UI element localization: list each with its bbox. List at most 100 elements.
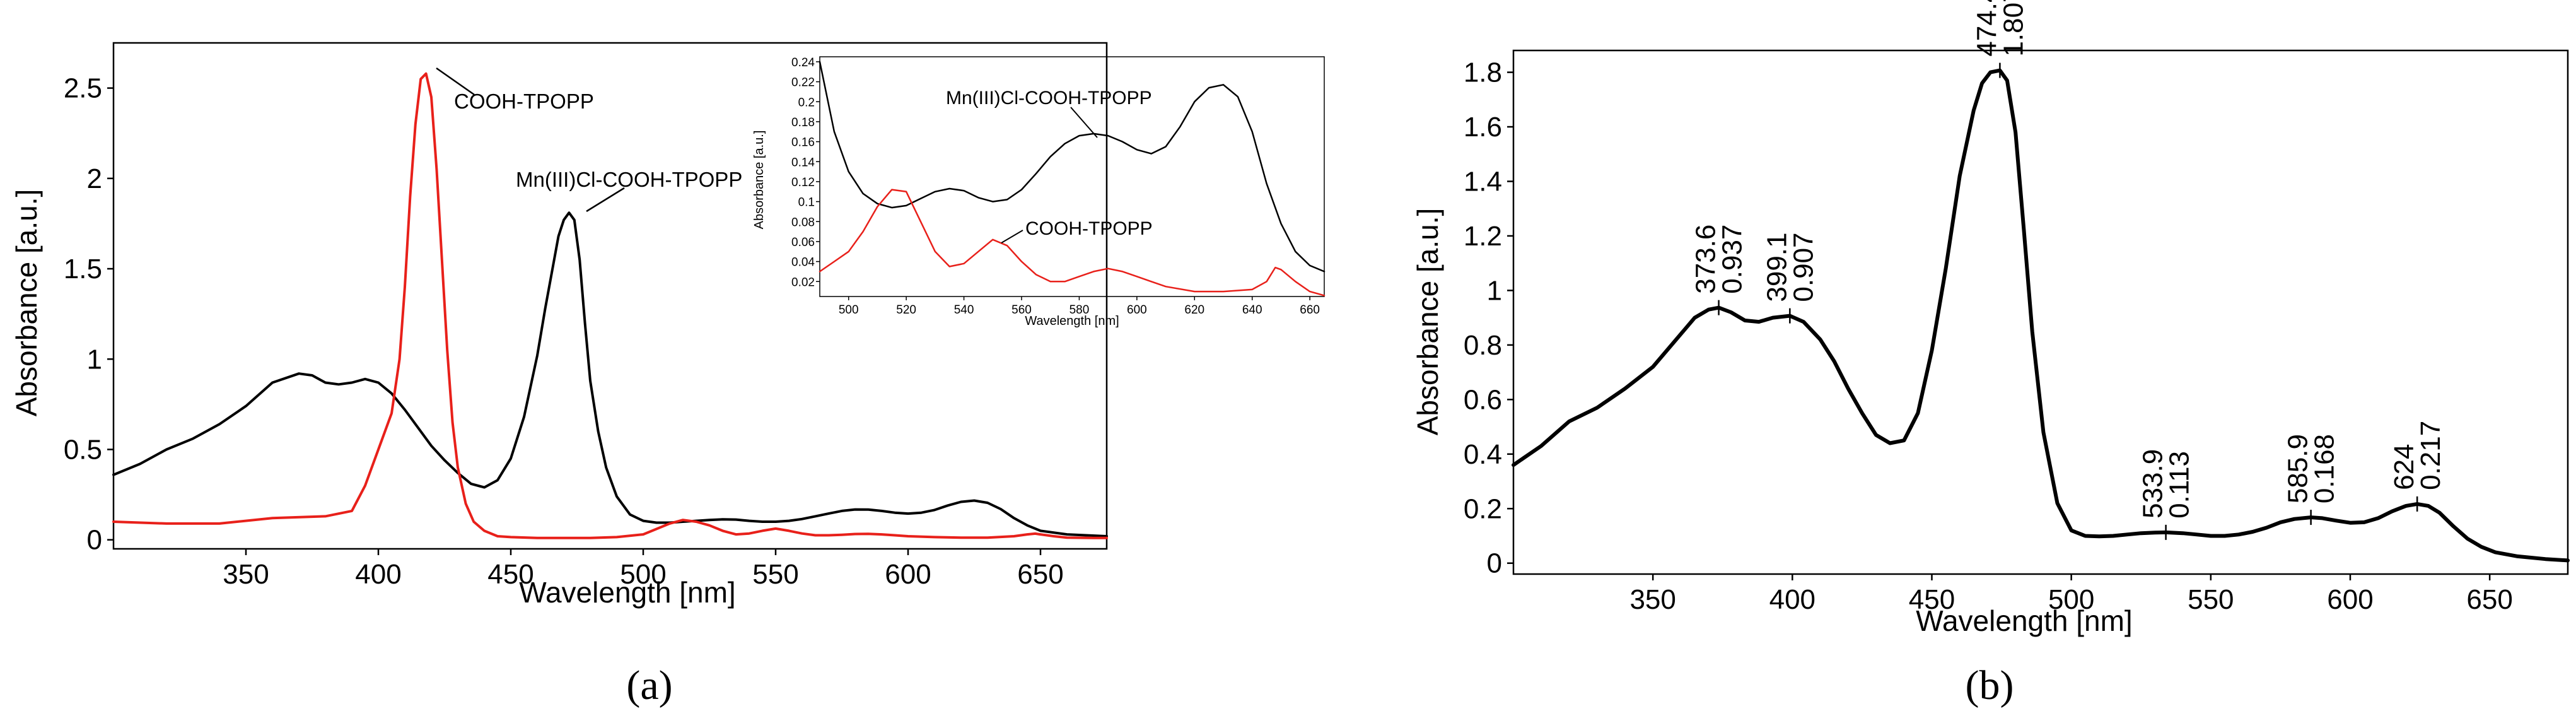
inset-plot-frame — [819, 56, 1325, 297]
panel-b-y-tick-label: 0.6 — [1464, 384, 1502, 415]
panel-b-series-mn-cooh-tpopp-line — [1512, 68, 2570, 563]
panel-b-y-tick-label: 1.2 — [1464, 221, 1502, 252]
inset-x-tick-label: 540 — [954, 303, 974, 317]
peak-absorbance-label: 0.168 — [2309, 434, 2340, 503]
peak-wavelength-label: 585.9 — [2283, 434, 2314, 503]
panel-a-y-tick-labels: 0 0.5 1 1.5 2 2.5 — [64, 73, 102, 556]
inset-y-tick-labels: 0.02 0.04 0.06 0.08 0.1 0.12 0.14 0.16 0.18 0.2 0.… — [791, 56, 815, 289]
panel-a-x-tick-label: 600 — [885, 559, 931, 590]
peak-wavelength-label: 624 — [2389, 443, 2420, 490]
inset-x-tick-label: 560 — [1011, 303, 1032, 317]
panel-a-plot-frame — [112, 42, 1108, 550]
panel-a-series-lines — [112, 72, 1108, 539]
panel-b-x-tick-label: 400 — [1769, 584, 1815, 615]
inset-y-axis-label: Absorbance [a.u.] — [752, 131, 766, 230]
panel-a-y-tick-label: 1.5 — [64, 254, 102, 285]
inset-cooh-leader-line — [1001, 230, 1023, 244]
panel-a-x-tick-labels: 350 400 450 500 550 600 650 — [223, 559, 1063, 590]
peak-absorbance-label: 0.937 — [1717, 225, 1748, 294]
inset-y-tick-label: 0.08 — [791, 216, 815, 229]
panel-b-y-axis-label: Absorbance [a.u.] — [1411, 208, 1444, 436]
panel-b-y-tick-labels: 0 0.2 0.4 0.6 0.8 1 1.2 1.4 1.6 1.8 — [1464, 57, 1502, 579]
inset-cooh-annotation: COOH-TPOPP — [1025, 218, 1153, 239]
panel-b-plot-frame — [1512, 49, 2569, 575]
peak-wavelength-label: 399.1 — [1761, 232, 1792, 302]
panel-a-mn-leader-line — [586, 187, 625, 213]
inset-x-tick-label: 660 — [1300, 303, 1320, 317]
inset-mn-annotation: Mn(III)Cl-COOH-TPOPP — [946, 88, 1152, 109]
panel-a-label: (a) — [626, 662, 672, 708]
peak-wavelength-label: 373.6 — [1691, 225, 1722, 294]
panel-b-x-tick-label: 650 — [2466, 584, 2512, 615]
inset-x-tick-label: 640 — [1242, 303, 1262, 317]
panel-a-y-tick-label: 0.5 — [64, 434, 102, 465]
inset-x-tick-label: 580 — [1069, 303, 1090, 317]
inset-x-tick-labels: 500 520 540 560 580 600 620 640 660 — [839, 303, 1320, 317]
inset-y-tick-label: 0.04 — [791, 256, 815, 269]
panel-b-x-tick-label: 350 — [1629, 584, 1676, 615]
panel-b-series-lines — [1512, 68, 2570, 563]
panel-a-x-tick-label: 450 — [487, 559, 533, 590]
peak-absorbance-label: 0.907 — [1788, 232, 1819, 302]
panel-b-x-tick-label: 600 — [2327, 584, 2373, 615]
inset-y-tick-label: 0.14 — [791, 156, 815, 169]
inset-mn-leader-line — [1070, 107, 1098, 138]
panel-a-x-tick-label: 400 — [355, 559, 401, 590]
panel-b-x-axis-label: Wavelength [nm] — [1916, 604, 2132, 637]
panel-a-y-tick-label: 2 — [87, 163, 102, 194]
inset-y-tick-label: 0.06 — [791, 236, 815, 249]
panel-a-y-axis-label: Absorbance [a.u.] — [10, 189, 43, 417]
peak-absorbance-label: 0.217 — [2415, 421, 2446, 490]
peak-wavelength-label: 474.4 — [1971, 0, 2002, 57]
panel-b-y-tick-label: 0.4 — [1464, 439, 1502, 470]
panel-a-x-tick-label: 650 — [1017, 559, 1063, 590]
inset-y-tick-label: 0.12 — [791, 176, 815, 189]
peak-absorbance-label: 0.113 — [2164, 451, 2195, 519]
inset-x-tick-label: 500 — [839, 303, 859, 317]
panel-a-cooh-annotation: COOH-TPOPP — [454, 90, 594, 113]
inset-x-axis-label: Wavelength [nm] — [1025, 314, 1119, 328]
panel-b-y-tick-label: 1.4 — [1464, 167, 1502, 197]
panel-b-axes — [1507, 49, 2569, 580]
inset-y-tick-label: 0.22 — [791, 76, 815, 90]
panel-a-mn-annotation: Mn(III)Cl-COOH-TPOPP — [516, 168, 742, 191]
panel-b-y-tick-label: 1 — [1487, 275, 1502, 306]
inset-y-tick-label: 0.02 — [791, 276, 815, 289]
panel-a-x-axis-label: Wavelength [nm] — [519, 576, 735, 609]
inset-y-tick-label: 0.1 — [798, 196, 815, 209]
inset-y-tick-label: 0.2 — [798, 96, 815, 109]
inset-x-tick-label: 600 — [1127, 303, 1147, 317]
inset-series-mn-cooh-tpopp-line — [819, 61, 1326, 273]
inset-y-tick-label: 0.18 — [791, 116, 815, 129]
inset-x-tick-label: 520 — [896, 303, 916, 317]
panel-a-series-mn-cooh-tpopp-line — [112, 211, 1108, 537]
panel-a-axes — [107, 42, 1108, 555]
panel-b-y-tick-label: 0.2 — [1464, 493, 1502, 524]
panel-a-series-cooh-tpopp-line — [112, 72, 1108, 539]
panel-b-label: (b) — [1966, 662, 2014, 708]
panel-a-y-tick-label: 2.5 — [64, 73, 102, 104]
panel-b-x-tick-label: 550 — [2188, 584, 2234, 615]
panel-a-x-tick-label: 500 — [620, 559, 666, 590]
panel-a-x-tick-label: 350 — [223, 559, 269, 590]
panel-b-x-tick-labels: 350 400 450 500 550 600 650 — [1629, 584, 2512, 615]
inset-y-tick-label: 0.16 — [791, 136, 815, 150]
panel-a-cooh-leader-line — [436, 67, 475, 96]
panel-a-x-tick-label: 550 — [752, 559, 798, 590]
inset-series-lines — [819, 61, 1326, 296]
inset-x-tick-label: 620 — [1184, 303, 1204, 317]
panel-b-y-tick-label: 0.8 — [1464, 330, 1502, 361]
panel-b-peak-labels: 373.60.937 399.10.907 474.41.807 533.90.113… — [1691, 0, 2446, 540]
panel-a-inset: 500 520 540 560 580 600 620 640 660 0.02 0.04 0.06… — [752, 56, 1326, 328]
panel-a-y-tick-label: 1 — [87, 344, 102, 375]
inset-y-tick-label: 0.24 — [791, 56, 815, 69]
panel-b-x-tick-label: 500 — [2048, 584, 2094, 615]
panel-b-y-tick-label: 1.6 — [1464, 112, 1502, 143]
inset-series-cooh-tpopp-line — [819, 189, 1326, 296]
panel-a-y-tick-label: 0 — [87, 525, 102, 556]
panel-b: 350 400 450 500 550 600 650 0 0.2 0.4 0.6 0.8 1 1.2 1… — [1411, 0, 2570, 708]
inset-axes — [816, 56, 1325, 300]
peak-wavelength-label: 533.9 — [2138, 449, 2169, 519]
panel-b-x-tick-label: 450 — [1909, 584, 1955, 615]
peak-absorbance-label: 1.807 — [1998, 0, 2029, 57]
